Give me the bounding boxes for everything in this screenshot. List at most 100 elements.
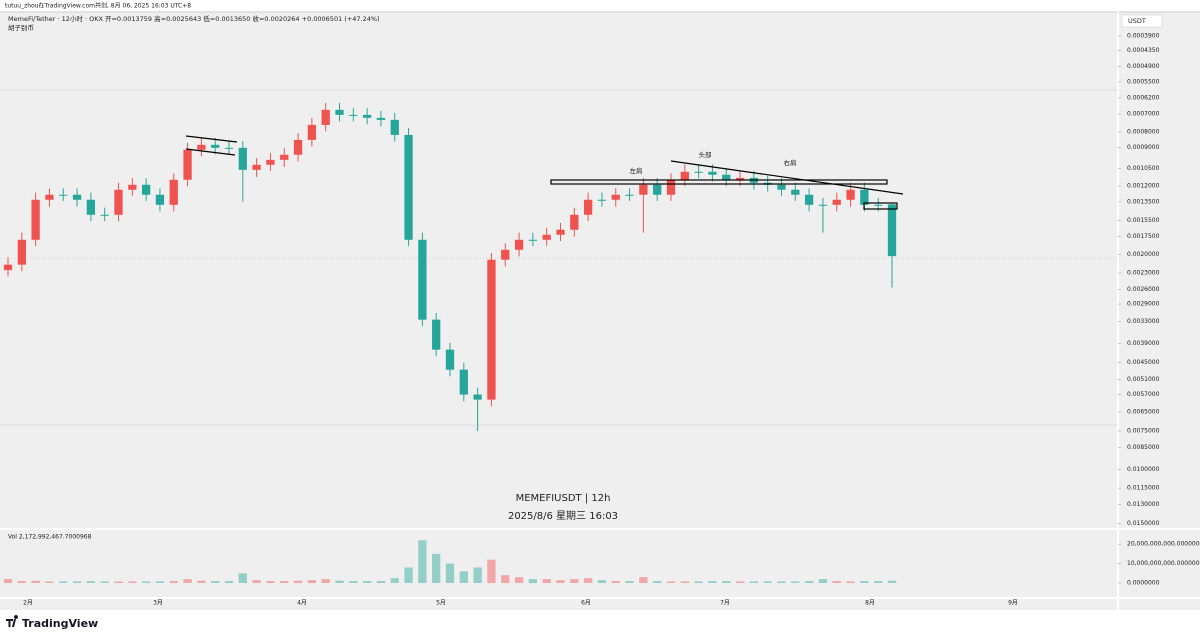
volume-bar	[128, 581, 137, 583]
y-tick-label: 0.0051000	[1127, 376, 1160, 383]
volume-bar	[362, 581, 372, 583]
volume-tick-label: 10,000,000,000.0000000	[1127, 560, 1200, 567]
candle-body	[362, 114, 372, 118]
volume-bar	[501, 575, 510, 583]
candle-body	[804, 194, 814, 205]
volume-bar	[570, 579, 579, 583]
volume-bar	[266, 581, 275, 583]
symbol-line: MemeFi/Tether · 12小时 · OKX 开=0.0013759 高…	[8, 14, 380, 23]
volume-bar	[445, 563, 455, 583]
candle-body	[183, 149, 192, 180]
candle-body	[72, 194, 82, 200]
y-tick-label: 0.0115000	[1127, 485, 1160, 492]
y-tick-label: 0.0012000	[1127, 183, 1160, 190]
price-axis	[1118, 12, 1200, 610]
candle-body	[224, 147, 234, 149]
volume-bar	[141, 581, 151, 583]
volume-bar	[376, 581, 386, 583]
candle-body	[404, 134, 413, 240]
y-tick-label: 0.0009000	[1127, 144, 1160, 151]
y-tick-label: 0.0010500	[1127, 165, 1160, 172]
candle-body	[680, 171, 689, 180]
volume-bar	[680, 581, 689, 583]
volume-bar	[487, 559, 496, 583]
volume-bar	[211, 581, 220, 583]
volume-bar	[86, 581, 96, 583]
volume-bar	[307, 580, 317, 583]
volume-bar	[763, 581, 772, 583]
volume-bar	[45, 581, 54, 583]
volume-bar	[887, 580, 897, 583]
candle-body	[777, 184, 786, 190]
candle-body	[597, 199, 607, 201]
y-tick-label: 0.0023000	[1127, 270, 1160, 277]
candle-body	[625, 194, 634, 196]
candle-body	[459, 369, 468, 395]
x-tick-label: 6月	[581, 600, 591, 607]
candle-body	[487, 259, 496, 400]
y-tick-label: 0.0004350	[1127, 47, 1160, 54]
candle-body	[114, 189, 123, 215]
candle-body	[45, 194, 54, 200]
candle-body	[280, 154, 289, 160]
y-tick-label: 0.0033000	[1127, 318, 1160, 325]
candle-body	[735, 177, 745, 180]
volume-bar	[459, 571, 468, 583]
candle-body	[59, 194, 68, 196]
volume-bar	[846, 581, 855, 583]
volume-bar	[777, 581, 786, 583]
y-tick-label: 0.0008000	[1127, 128, 1160, 135]
volume-bar	[418, 540, 427, 583]
candle-body	[197, 144, 206, 150]
candle-body	[128, 184, 137, 190]
candle-body	[307, 124, 317, 140]
volume-bar	[542, 579, 551, 583]
volume-bar	[114, 581, 123, 583]
y-tick-label: 0.0085000	[1127, 444, 1160, 451]
candle-body	[349, 114, 358, 116]
candle-body	[473, 394, 482, 400]
y-tick-label: 0.0039000	[1127, 340, 1160, 347]
candle-body	[887, 204, 897, 257]
logo-icon	[6, 615, 19, 627]
candle-body	[542, 234, 551, 240]
y-tick-label: 0.0130000	[1127, 501, 1160, 508]
y-tick-label: 0.0015500	[1127, 217, 1160, 224]
volume-bar	[625, 581, 634, 583]
neckline-box	[550, 179, 888, 185]
y-tick-label: 0.0100000	[1127, 466, 1160, 473]
volume-bar	[597, 580, 607, 583]
volume-bar	[804, 581, 814, 583]
y-tick-label: 0.0057000	[1127, 391, 1160, 398]
y-tick-label: 0.0026000	[1127, 286, 1160, 293]
unit-label: USDT	[1128, 17, 1146, 25]
candle-body	[100, 214, 109, 216]
annotation: 头部	[699, 150, 713, 159]
candle-body	[321, 109, 330, 125]
volume-bar	[252, 580, 261, 583]
x-tick-label: 5月	[436, 600, 446, 607]
candle-body	[155, 194, 165, 205]
candle-body	[211, 144, 220, 148]
candle-body	[722, 174, 731, 180]
flag-line	[185, 148, 236, 156]
volume-bar	[473, 567, 482, 583]
volume-bar	[639, 577, 648, 583]
volume-bar	[514, 577, 524, 583]
y-tick-label: 0.0020000	[1127, 251, 1160, 258]
volume-bar	[666, 581, 676, 583]
candle-body	[17, 239, 26, 265]
volume-bar	[735, 581, 745, 583]
volume-bar	[100, 581, 109, 583]
candle-body	[390, 119, 399, 135]
chart-pane	[0, 12, 1118, 610]
candle-body	[528, 239, 538, 241]
x-tick-label: 9月	[1008, 600, 1018, 607]
volume-bar	[3, 579, 13, 583]
candle-body	[266, 159, 275, 165]
volume-bar	[653, 581, 662, 583]
volume-bar	[583, 578, 593, 583]
candle-body	[514, 239, 524, 250]
x-tick-label: 4月	[297, 600, 307, 607]
watermark: MEMEFIUSDT | 12h	[516, 493, 611, 504]
